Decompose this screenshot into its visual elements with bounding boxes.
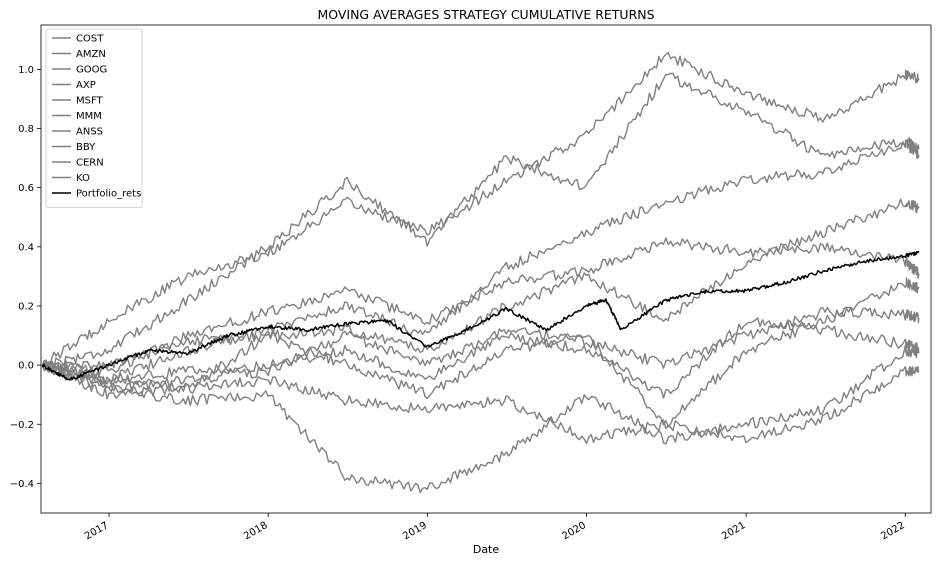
legend-item-label: COST (76, 34, 104, 45)
series-line-amzn (42, 72, 920, 368)
y-tick-label: −0.2 (10, 420, 34, 431)
chart-title: MOVING AVERAGES STRATEGY CUMULATIVE RETU… (317, 7, 654, 22)
series-line-portfolio-rets (41, 250, 920, 381)
legend: COST AMZN GOOG AXP MSFT MMM ANSS BBY CERN KO Portf… (45, 28, 143, 208)
y-tick-label: 0.8 (18, 124, 34, 135)
y-tick-label: 0.0 (18, 361, 34, 372)
y-tick-label: 1.0 (18, 65, 34, 76)
legend-item-label: Portfolio_rets (76, 189, 141, 200)
legend-box (45, 28, 143, 208)
series-line-msft (41, 237, 920, 376)
series-line-ko (41, 364, 920, 445)
y-tick-label: 0.2 (18, 301, 34, 312)
x-axis-label: Date (473, 543, 500, 556)
legend-item-label: GOOG (76, 65, 107, 76)
legend-item-label: BBY (76, 142, 96, 153)
legend-item-label: CERN (76, 158, 104, 169)
y-tick-label: 0.4 (18, 242, 34, 253)
legend-item-label: MSFT (76, 96, 104, 107)
legend-item-label: ANSS (76, 127, 103, 138)
series-line-anss (41, 306, 920, 394)
y-tick-label: −0.4 (10, 479, 34, 490)
series-line-bby (41, 317, 920, 399)
legend-item-label: KO (76, 173, 90, 184)
y-tick-label: 0.6 (18, 183, 34, 194)
legend-item-label: AMZN (76, 49, 106, 60)
legend-item-label: MMM (76, 111, 102, 122)
series-line-goog (42, 139, 920, 385)
legend-item-label: AXP (76, 80, 96, 91)
axes-frame (40, 24, 932, 514)
y-axis: −0.4 −0.2 0.0 0.2 0.4 0.6 0.8 1.0 (10, 65, 41, 490)
series-line-cost (42, 51, 920, 368)
plot-area (41, 51, 920, 494)
series-line-cern (41, 344, 920, 494)
